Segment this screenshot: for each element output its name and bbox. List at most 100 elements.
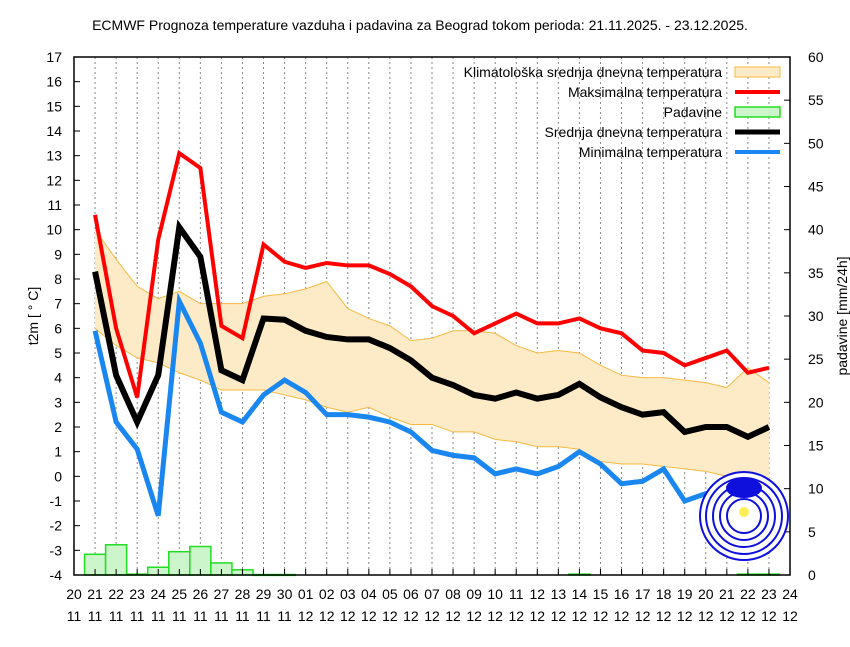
- x-tick-month: 11: [256, 608, 271, 624]
- y2-tick-label: 55: [808, 92, 824, 108]
- x-tick-day: 01: [298, 586, 314, 602]
- y2-tick-label: 50: [808, 135, 824, 151]
- x-tick-day: 21: [87, 586, 103, 602]
- x-tick-month: 11: [193, 608, 208, 624]
- x-tick-month: 12: [614, 608, 630, 624]
- x-tick-month: 12: [445, 608, 461, 624]
- y-tick-label: 16: [46, 74, 62, 90]
- y-tick-label: -3: [50, 542, 63, 558]
- x-tick-month: 12: [298, 608, 314, 624]
- y2-tick-label: 25: [808, 351, 824, 367]
- x-tick-day: 08: [445, 586, 461, 602]
- x-tick-month: 12: [740, 608, 756, 624]
- x-tick-month: 11: [88, 608, 103, 624]
- x-tick-day: 10: [487, 586, 503, 602]
- x-tick-day: 05: [382, 586, 398, 602]
- rhmz-logo: [699, 471, 789, 561]
- x-tick-month: 12: [677, 608, 693, 624]
- chart-title: ECMWF Prognoza temperature vazduha i pad…: [92, 17, 748, 33]
- x-tick-month: 12: [698, 608, 714, 624]
- x-tick-day: 14: [572, 586, 588, 602]
- x-tick-day: 25: [172, 586, 188, 602]
- x-tick-month: 12: [719, 608, 735, 624]
- y-tick-label: 7: [54, 296, 62, 312]
- y2-tick-label: 35: [808, 265, 824, 281]
- x-tick-day: 07: [424, 586, 440, 602]
- y-tick-label: 3: [54, 394, 62, 410]
- y-tick-label: -4: [50, 567, 63, 583]
- x-tick-month: 12: [635, 608, 651, 624]
- x-tick-day: 18: [656, 586, 672, 602]
- y-tick-label: 11: [47, 197, 62, 213]
- x-tick-day: 13: [551, 586, 567, 602]
- x-tick-month: 12: [403, 608, 419, 624]
- y-tick-label: -1: [50, 493, 63, 509]
- x-tick-month: 12: [656, 608, 672, 624]
- x-tick-day: 26: [193, 586, 209, 602]
- y-tick-label: 14: [46, 123, 62, 139]
- y-tick-label: 5: [54, 345, 62, 361]
- x-tick-month: 12: [361, 608, 377, 624]
- x-tick-month: 12: [340, 608, 356, 624]
- y2-tick-label: 20: [808, 394, 824, 410]
- y2-tick-label: 10: [808, 481, 824, 497]
- x-tick-day: 23: [129, 586, 145, 602]
- y-tick-label: 6: [54, 320, 62, 336]
- x-tick-month: 11: [130, 608, 145, 624]
- x-tick-day: 12: [530, 586, 546, 602]
- y2-tick-label: 15: [808, 438, 824, 454]
- x-tick-day: 30: [277, 586, 293, 602]
- x-tick-day: 23: [761, 586, 777, 602]
- x-tick-day: 27: [214, 586, 230, 602]
- legend-label: Padavine: [664, 104, 723, 120]
- x-tick-month: 12: [572, 608, 588, 624]
- x-tick-month: 12: [508, 608, 524, 624]
- climatology-lower-line: [94, 327, 769, 485]
- x-tick-month: 12: [530, 608, 546, 624]
- y-tick-label: 9: [54, 246, 62, 262]
- legend-label: Minimalna temperatura: [579, 144, 722, 160]
- x-tick-month: 12: [424, 608, 440, 624]
- y-tick-label: 15: [46, 98, 62, 114]
- x-tick-day: 24: [782, 586, 798, 602]
- y-axis-label: t2m [ ° C]: [25, 287, 41, 346]
- y-tick-label: 8: [54, 271, 62, 287]
- legend-swatch: [734, 106, 781, 118]
- x-tick-day: 03: [340, 586, 356, 602]
- x-tick-day: 22: [108, 586, 124, 602]
- y2-tick-label: 45: [808, 179, 824, 195]
- x-tick-day: 29: [256, 586, 272, 602]
- x-tick-day: 20: [66, 586, 82, 602]
- x-tick-month: 11: [235, 608, 250, 624]
- series-line-3: [92, 219, 771, 441]
- y-tick-label: 1: [54, 444, 62, 460]
- x-tick-month: 11: [151, 608, 166, 624]
- x-tick-day: 11: [509, 586, 524, 602]
- x-tick-day: 04: [361, 586, 377, 602]
- legend-label: Klimatološka srednja dnevna temperatura: [464, 64, 723, 80]
- legend-label: Srednja dnevna temperatura: [545, 124, 723, 140]
- legend-label: Maksimalna temperatura: [568, 84, 722, 100]
- y2-tick-label: 5: [808, 524, 816, 540]
- climatology-band: [95, 229, 769, 484]
- y-tick-label: 0: [54, 468, 62, 484]
- x-tick-month: 12: [466, 608, 482, 624]
- x-tick-day: 06: [403, 586, 419, 602]
- x-tick-day: 16: [614, 586, 630, 602]
- x-tick-day: 22: [740, 586, 756, 602]
- y2-axis-label: padavine [mm/24h]: [834, 256, 850, 375]
- y2-tick-label: 60: [808, 49, 824, 65]
- x-tick-month: 12: [551, 608, 567, 624]
- x-tick-day: 09: [466, 586, 482, 602]
- x-tick-month: 11: [277, 608, 292, 624]
- x-tick-month: 11: [109, 608, 124, 624]
- y2-tick-label: 40: [808, 222, 824, 238]
- y-tick-label: 10: [46, 222, 62, 238]
- x-tick-month: 12: [761, 608, 777, 624]
- y2-tick-label: 0: [808, 567, 816, 583]
- x-tick-day: 17: [635, 586, 651, 602]
- y-tick-label: 12: [46, 172, 62, 188]
- x-tick-day: 28: [235, 586, 251, 602]
